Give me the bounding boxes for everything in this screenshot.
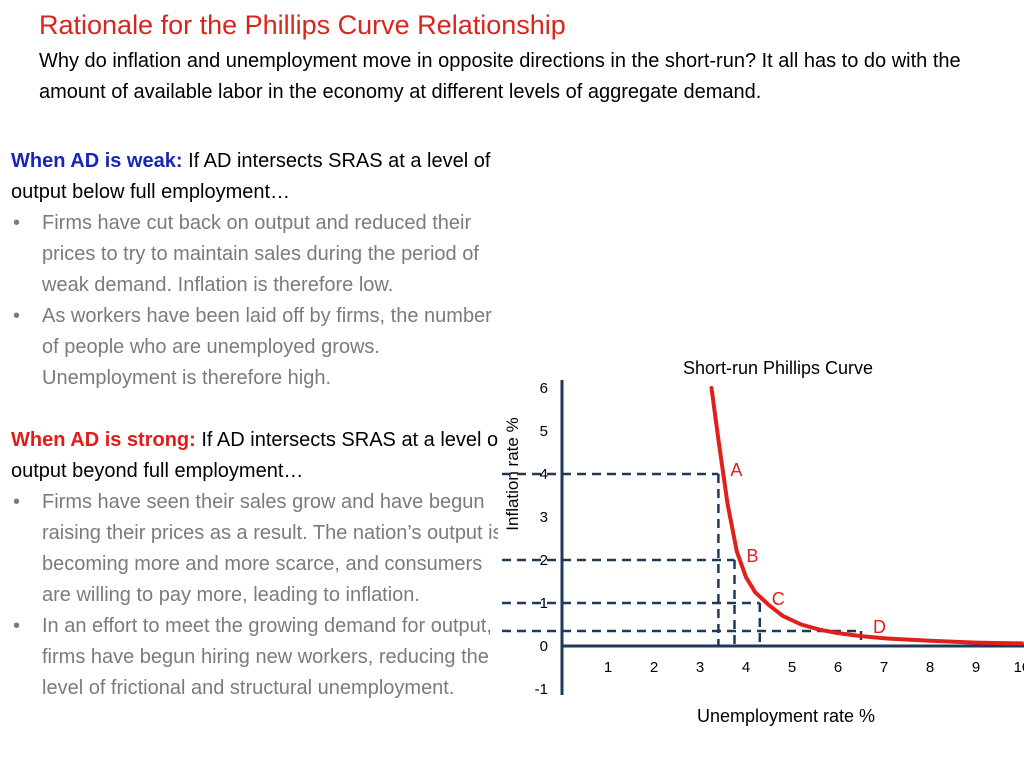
x-tick-label: 8 — [926, 659, 934, 676]
y-tick-label: 1 — [540, 595, 548, 612]
y-tick-label: 3 — [540, 509, 548, 526]
bullet-item: • Firms have cut back on output and reduc… — [11, 208, 511, 301]
slide-title: Rationale for the Phillips Curve Relatio… — [39, 10, 566, 40]
point-label-d: D — [873, 617, 886, 637]
x-tick-label: 7 — [880, 659, 888, 676]
point-label-c: C — [772, 589, 785, 609]
bullet-marker: • — [13, 491, 21, 513]
strong-ad-heading: When AD is strong: If AD intersects SRAS… — [11, 425, 511, 487]
bullet-text: As workers have been laid off by firms, … — [42, 305, 492, 389]
weak-ad-heading: When AD is weak: If AD intersects SRAS a… — [11, 146, 511, 208]
x-tick-label: 10 — [1014, 659, 1024, 676]
bullet-marker: • — [13, 305, 21, 327]
bullet-item: • In an effort to meet the growing demand… — [11, 611, 511, 704]
x-tick-label: 6 — [834, 659, 842, 676]
bullet-marker: • — [13, 615, 21, 637]
x-tick-label: 4 — [742, 659, 750, 676]
bullet-item: • Firms have seen their sales grow and ha… — [11, 487, 511, 611]
x-tick-label: 3 — [696, 659, 704, 676]
body-text: When AD is weak: If AD intersects SRAS a… — [11, 146, 511, 704]
chart-svg: Short-run Phillips Curve Inflation rate … — [502, 358, 1024, 726]
bullet-item: • As workers have been laid off by firms,… — [11, 301, 511, 394]
strong-ad-bullets: • Firms have seen their sales grow and ha… — [11, 487, 511, 704]
phillips-curve-line — [709, 386, 1024, 646]
x-tick-label: 5 — [788, 659, 796, 676]
bullet-text: In an effort to meet the growing demand … — [42, 615, 492, 699]
x-tick-label: 1 — [604, 659, 612, 676]
bullet-text: Firms have cut back on output and reduce… — [42, 212, 479, 296]
y-tick-label: -1 — [535, 681, 548, 698]
weak-ad-text: If AD intersects SRAS at a level of outp… — [11, 150, 491, 203]
point-label-b: B — [747, 546, 759, 566]
chart-title: Short-run Phillips Curve — [683, 358, 873, 378]
strong-ad-text: If AD intersects SRAS at a level of outp… — [11, 429, 504, 482]
y-tick-label: 6 — [540, 380, 548, 397]
y-tick-label: 2 — [540, 552, 548, 569]
phillips-curve-chart: Short-run Phillips Curve Inflation rate … — [498, 350, 1024, 768]
bullet-marker: • — [13, 212, 21, 234]
intro-text: Why do inflation and unemployment move i… — [39, 50, 961, 103]
weak-ad-lead: When AD is weak: — [11, 150, 183, 172]
weak-ad-bullets: • Firms have cut back on output and reduc… — [11, 208, 511, 394]
y-tick-label: 4 — [540, 466, 548, 483]
x-tick-label: 9 — [972, 659, 980, 676]
point-label-a: A — [730, 460, 742, 480]
strong-ad-lead: When AD is strong: — [11, 429, 196, 451]
chart-ylabel: Inflation rate % — [503, 417, 522, 530]
chart-xlabel: Unemployment rate % — [697, 706, 875, 726]
y-tick-label: 0 — [540, 638, 548, 655]
x-tick-label: 2 — [650, 659, 658, 676]
bullet-text: Firms have seen their sales grow and hav… — [42, 491, 503, 606]
y-tick-label: 5 — [540, 423, 548, 440]
